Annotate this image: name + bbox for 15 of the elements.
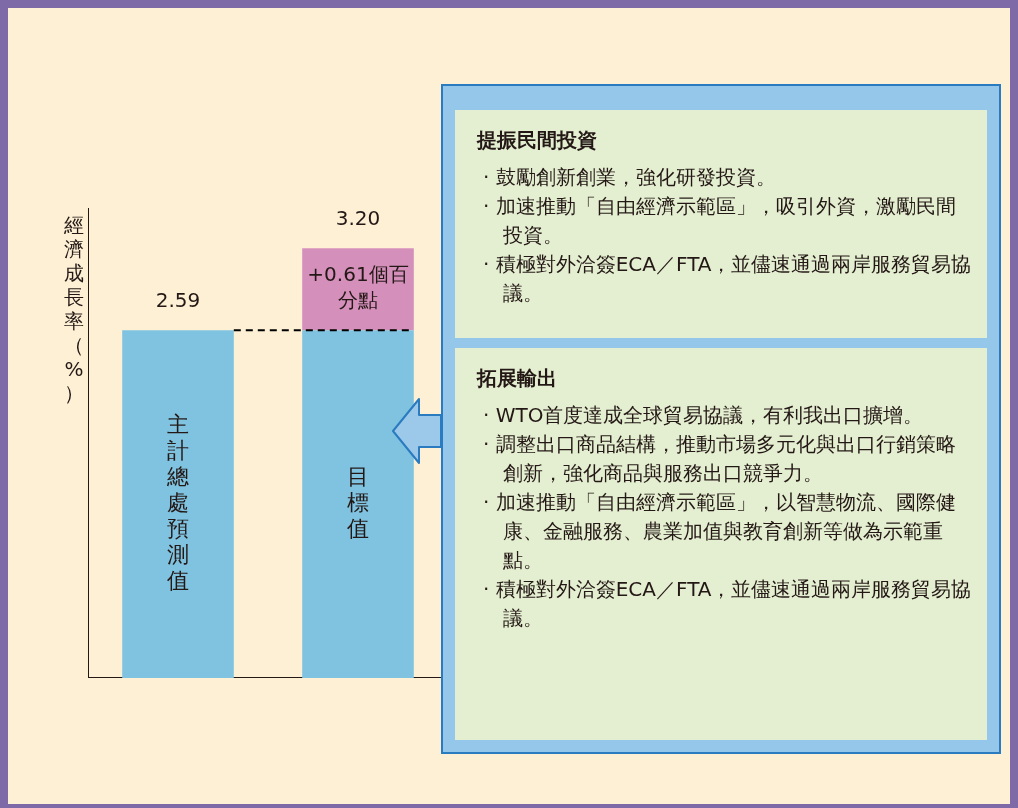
x-tick-label: 主計總處預測值 bbox=[166, 411, 189, 593]
total-label: 2.59 bbox=[155, 288, 201, 313]
text: · 加速推動「自由經濟示範區」，吸引外資，激勵民間投資。 bbox=[482, 193, 957, 249]
text: 提振民間投資 bbox=[477, 127, 598, 154]
text: · WTO首度達成全球貿易協議，有利我出口擴增。 bbox=[482, 402, 925, 429]
y-axis-title: 經濟成長率（%） bbox=[63, 213, 85, 405]
text: · 鼓勵創新創業，強化研發投資。 bbox=[482, 164, 777, 191]
text: · 調整出口商品結構，推動市場多元化與出口行銷策略創新，強化商品與服務出口競爭力。 bbox=[482, 431, 957, 487]
text: · 加速推動「自由經濟示範區」，以智慧物流、國際健康、金融服務、農業加值與教育創新等做為示範重點。 bbox=[482, 489, 957, 574]
text: · 積極對外洽簽ECA／FTA，並儘速通過兩岸服務貿易協議。 bbox=[482, 576, 973, 632]
text: · 積極對外洽簽ECA／FTA，並儘速通過兩岸服務貿易協議。 bbox=[482, 251, 973, 307]
data-label: +0.61個百分點 bbox=[307, 262, 409, 313]
text: 拓展輸出 bbox=[477, 365, 558, 392]
x-tick-label: 目標值 bbox=[347, 463, 369, 541]
total-label: 3.20 bbox=[335, 206, 381, 231]
